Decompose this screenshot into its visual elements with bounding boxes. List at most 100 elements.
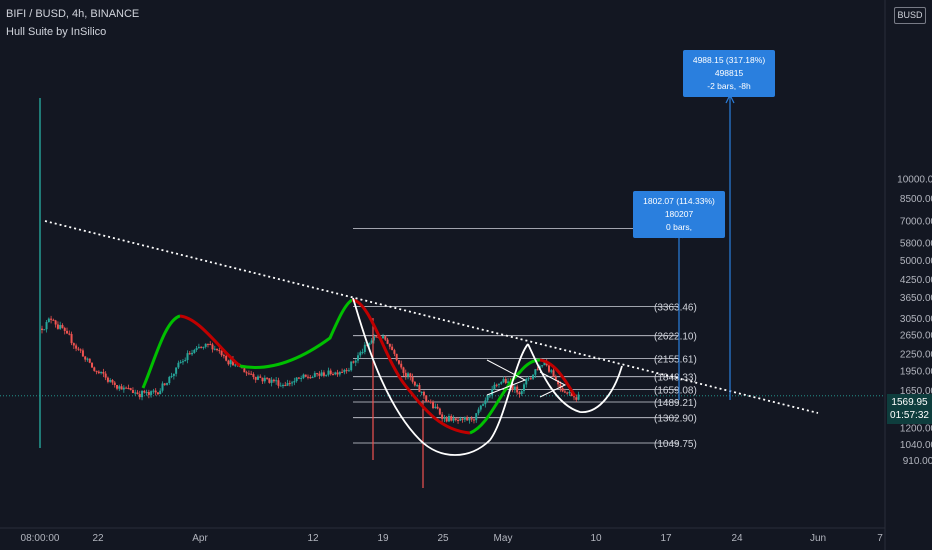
fib-level-label: (2622.10): [654, 332, 697, 343]
price-tick-label: 7000.00: [900, 217, 932, 228]
candle-body: [320, 372, 323, 376]
candle-body: [418, 385, 421, 392]
candle-body: [54, 320, 57, 325]
candle-body: [554, 376, 557, 381]
candle-body: [450, 415, 453, 421]
candle-body: [66, 330, 69, 334]
time-tick-label: 08:00:00: [21, 533, 60, 544]
candle-body: [184, 360, 187, 362]
candle-body: [409, 373, 412, 377]
candle-body: [225, 355, 228, 361]
candle-body: [386, 339, 389, 344]
candle-body: [520, 391, 523, 395]
candle-body: [234, 364, 237, 366]
candle-body: [329, 370, 332, 375]
candle-body: [427, 401, 430, 403]
candle-body: [411, 376, 414, 382]
hull-segment: [141, 314, 181, 389]
candle-body: [341, 371, 344, 373]
candle-body: [463, 417, 466, 420]
candle-body: [475, 413, 478, 421]
candle-body: [261, 377, 264, 382]
indicator-label[interactable]: Hull Suite by InSilico: [6, 26, 107, 38]
candle-body: [134, 392, 137, 394]
candle-body: [56, 324, 59, 329]
candle-body: [486, 395, 489, 401]
currency-badge[interactable]: BUSD: [894, 7, 926, 24]
candle-body: [120, 386, 123, 390]
candle-body: [500, 382, 503, 384]
candle-body: [407, 373, 410, 377]
candle-body: [479, 405, 482, 410]
candle-body: [384, 336, 387, 340]
candle-body: [497, 383, 500, 385]
candle-body: [86, 358, 89, 360]
candle-body: [413, 381, 416, 386]
candle-body: [372, 336, 375, 341]
time-axis: 08:00:00 22 Apr 12 19 25 May 10 17 24 Jun 7: [21, 533, 884, 544]
candle-body: [300, 378, 303, 380]
candle-body: [493, 384, 496, 390]
candle-body: [97, 371, 100, 374]
candle-body: [434, 406, 437, 409]
measurement-box-lower[interactable]: 1802.07 (114.33%) 180207 0 bars,: [633, 191, 725, 238]
time-tick-label: 12: [307, 533, 319, 544]
candle-body: [543, 361, 546, 366]
candle-body: [393, 350, 396, 354]
candle-body: [541, 365, 544, 367]
candle-body: [468, 418, 471, 421]
candle-body: [122, 387, 125, 390]
candle-body: [202, 346, 205, 348]
current-price-tag: 1569.95 01:57:32: [887, 394, 932, 424]
candle-body: [116, 385, 119, 389]
candle-body: [504, 378, 507, 383]
candle-body: [77, 348, 80, 350]
measurement-box-upper[interactable]: 4988.15 (317.18%) 498815 -2 bars, -8h: [683, 50, 775, 97]
candle-body: [100, 371, 103, 374]
candle-body: [482, 404, 485, 406]
candle-body: [516, 386, 519, 393]
candle-body: [191, 352, 194, 355]
candle-body: [227, 360, 230, 365]
candle-body: [72, 343, 75, 346]
measurement-line2: -2 bars, -8h: [707, 81, 751, 91]
candle-body: [252, 374, 255, 377]
price-tick-label: 5000.00: [900, 256, 932, 267]
candle-body: [461, 418, 464, 420]
candle-body: [166, 383, 169, 385]
candle-body: [150, 391, 153, 395]
candle-body: [488, 395, 491, 397]
candle-body: [222, 355, 225, 357]
candle-body: [400, 363, 403, 368]
candle-body: [147, 392, 150, 395]
fib-level-label: (1302.90): [654, 414, 697, 425]
candle-body: [470, 418, 473, 420]
candle-body: [416, 385, 419, 387]
price-tick-label: 2650.00: [900, 330, 932, 341]
price-tick-label: 10000.00: [897, 175, 932, 186]
candle-body: [304, 374, 307, 377]
candle-body: [41, 328, 43, 330]
candle-body: [345, 369, 348, 371]
candle-body: [316, 373, 319, 375]
candle-body: [170, 375, 173, 377]
candle-body: [359, 352, 362, 356]
candle-body: [118, 386, 121, 389]
candle-body: [559, 384, 562, 389]
candle-body: [438, 408, 441, 415]
candle-body: [557, 380, 560, 385]
candle-body: [309, 377, 312, 379]
price-tick-label: 5800.00: [900, 239, 932, 250]
candlesticks: [39, 98, 580, 488]
time-tick-label: Apr: [192, 533, 208, 544]
candle-body: [245, 372, 248, 374]
candle-body: [491, 389, 494, 396]
measurement-line2: 0 bars,: [666, 222, 692, 232]
candle-body: [397, 360, 400, 364]
candle-body: [145, 392, 148, 394]
price-tick-label: 2250.00: [900, 350, 932, 361]
candle-body: [484, 400, 487, 405]
candle-body: [457, 419, 460, 421]
candle-body: [127, 388, 130, 390]
